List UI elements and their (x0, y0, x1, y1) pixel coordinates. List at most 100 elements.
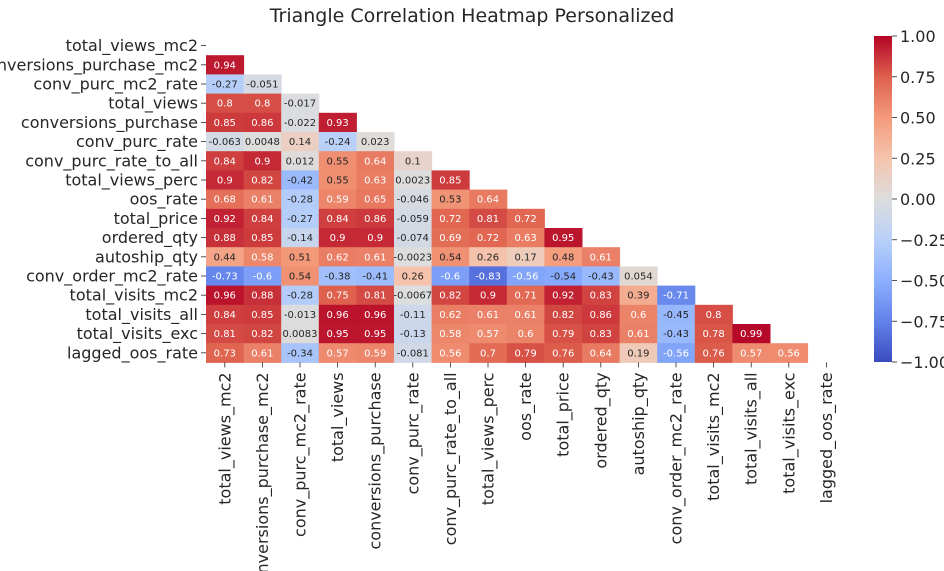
heatmap-cell (544, 266, 583, 287)
heatmap-cell (318, 189, 357, 210)
cell-value-label: 0.1 (405, 156, 421, 167)
cell-value-label: 0.54 (439, 252, 461, 263)
cell-value-label: -0.074 (397, 233, 429, 244)
cell-value-label: -0.059 (397, 214, 429, 225)
heatmap-cell (657, 324, 696, 344)
cell-value-label: 0.64 (364, 156, 386, 167)
heatmap-cell (394, 304, 433, 325)
cell-value-label: 0.57 (477, 329, 499, 340)
column-label: total_visits_mc2 (704, 372, 724, 500)
cell-value-label: 0.72 (439, 214, 461, 225)
cell-value-label: 0.76 (702, 348, 724, 359)
heatmap-cell (619, 304, 658, 325)
heatmap-cell (281, 170, 320, 191)
heatmap-cell (243, 285, 282, 306)
heatmap-cell (243, 343, 282, 363)
heatmap-cell (506, 324, 545, 344)
row-labels: total_views_mc2conversions_purchase_mc2c… (0, 36, 206, 363)
heatmap-cell (281, 266, 320, 287)
heatmap-cell (318, 343, 357, 363)
heatmap-cell (318, 247, 357, 267)
cell-value-label: 0.95 (326, 329, 348, 340)
cell-value-label: 0.19 (627, 348, 649, 359)
heatmap-cell (243, 228, 282, 248)
heatmap-cell (694, 304, 733, 325)
cell-value-label: -0.42 (287, 176, 313, 187)
heatmap-cell (394, 343, 433, 363)
cell-value-label: 0.9 (254, 156, 270, 167)
cell-value-label: -0.43 (588, 272, 614, 283)
heatmap-cell (469, 285, 508, 306)
cell-value-label: 0.51 (289, 252, 311, 263)
heatmap-cell (356, 189, 395, 210)
heatmap-cell (243, 266, 282, 287)
row-label: total_visits_exc (77, 324, 198, 344)
heatmap-cell (356, 304, 395, 325)
cell-value-label: 0.82 (439, 291, 461, 302)
column-labels: total_views_mc2 conversions_purchase_mc2 c… (215, 362, 837, 571)
cell-value-label: 0.64 (590, 348, 612, 359)
cell-value-label: 0.63 (364, 176, 386, 187)
heatmap-cell (506, 285, 545, 306)
column-label: conversions_purchase_mc2 (253, 372, 273, 571)
cell-value-label: 0.82 (251, 176, 273, 187)
cell-value-label: -0.34 (287, 348, 313, 359)
column-label: total_views_mc2 (215, 372, 235, 504)
colorbar-tick-label: 0.25 (900, 149, 936, 168)
heatmap-cell (694, 343, 733, 363)
cell-value-label: -0.28 (287, 195, 313, 206)
row-label: total_views (108, 94, 198, 114)
cell-value-label: 0.14 (289, 137, 311, 148)
cell-value-label: 0.86 (590, 310, 612, 321)
row-label: oos_rate (130, 190, 198, 210)
heatmap-cell (544, 304, 583, 325)
cell-value-label: 0.96 (214, 291, 236, 302)
cell-value-label: 0.88 (251, 291, 273, 302)
column-label: total_views_perc (479, 372, 499, 505)
heatmap-cell (431, 170, 470, 191)
row-label: conv_purc_mc2_rate (33, 75, 198, 95)
heatmap-cell (318, 324, 357, 344)
cell-value-label: 0.99 (740, 329, 762, 340)
heatmap-cell (318, 285, 357, 306)
cell-value-label: 0.58 (251, 252, 273, 263)
heatmap-cell (657, 343, 696, 363)
row-label: ordered_qty (102, 228, 198, 248)
cell-value-label: 0.8 (217, 99, 233, 110)
cell-value-label: 0.61 (477, 310, 499, 321)
cell-value-label: 0.55 (326, 176, 348, 187)
heatmap-cell (431, 189, 470, 210)
cell-value-label: 0.61 (590, 252, 612, 263)
cell-value-label: -0.11 (400, 310, 426, 321)
heatmap-cell (206, 74, 245, 95)
cell-value-label: -0.022 (284, 118, 316, 129)
cell-value-label: -0.83 (475, 272, 501, 283)
heatmap-cells: 0.94 -0.27 -0.051 0.8 0.8 -0.017 0.85 0.86 -0.02… (206, 55, 809, 363)
heatmap-cell (206, 208, 245, 229)
cell-value-label: 0.59 (364, 348, 386, 359)
cell-value-label: 0.81 (364, 291, 386, 302)
cell-value-label: 0.55 (326, 156, 348, 167)
cell-value-label: 0.56 (439, 348, 461, 359)
heatmap-cell (544, 343, 583, 363)
heatmap-cell (469, 228, 508, 248)
heatmap-cell (469, 266, 508, 287)
heatmap-cell (582, 247, 621, 267)
heatmap-cell (619, 266, 658, 287)
cell-value-label: 0.9 (330, 233, 346, 244)
cell-value-label: 0.92 (552, 291, 574, 302)
cell-value-label: 0.85 (251, 233, 273, 244)
cell-value-label: 0.72 (514, 214, 536, 225)
heatmap-cell (506, 208, 545, 229)
cell-value-label: 0.9 (480, 291, 496, 302)
heatmap-cell (206, 170, 245, 191)
heatmap-cell (281, 228, 320, 248)
cell-value-label: 0.82 (552, 310, 574, 321)
cell-value-label: -0.27 (287, 214, 313, 225)
heatmap-cell (356, 170, 395, 191)
cell-value-label: 0.65 (364, 195, 386, 206)
cell-value-label: -0.56 (513, 272, 539, 283)
cell-value-label: 0.85 (439, 176, 461, 187)
heatmap-cell (318, 170, 357, 191)
cell-value-label: 0.68 (214, 195, 236, 206)
